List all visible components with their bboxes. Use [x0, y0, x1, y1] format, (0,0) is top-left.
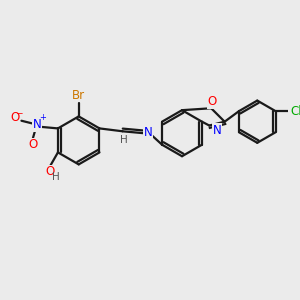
Text: −: −: [15, 109, 22, 118]
Text: Cl: Cl: [291, 105, 300, 118]
Text: O: O: [208, 95, 217, 108]
Text: H: H: [120, 135, 128, 145]
Text: N: N: [144, 126, 153, 139]
Text: N: N: [213, 124, 221, 137]
Text: +: +: [39, 113, 46, 122]
Text: N: N: [32, 118, 41, 131]
Text: H: H: [52, 172, 60, 182]
Text: Br: Br: [72, 89, 85, 102]
Text: O: O: [46, 165, 55, 178]
Text: O: O: [28, 138, 38, 151]
Text: O: O: [10, 111, 20, 124]
